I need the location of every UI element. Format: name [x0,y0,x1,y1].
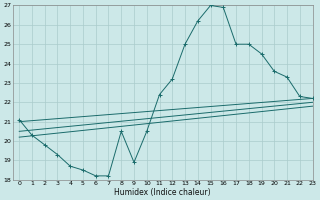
X-axis label: Humidex (Indice chaleur): Humidex (Indice chaleur) [114,188,211,197]
